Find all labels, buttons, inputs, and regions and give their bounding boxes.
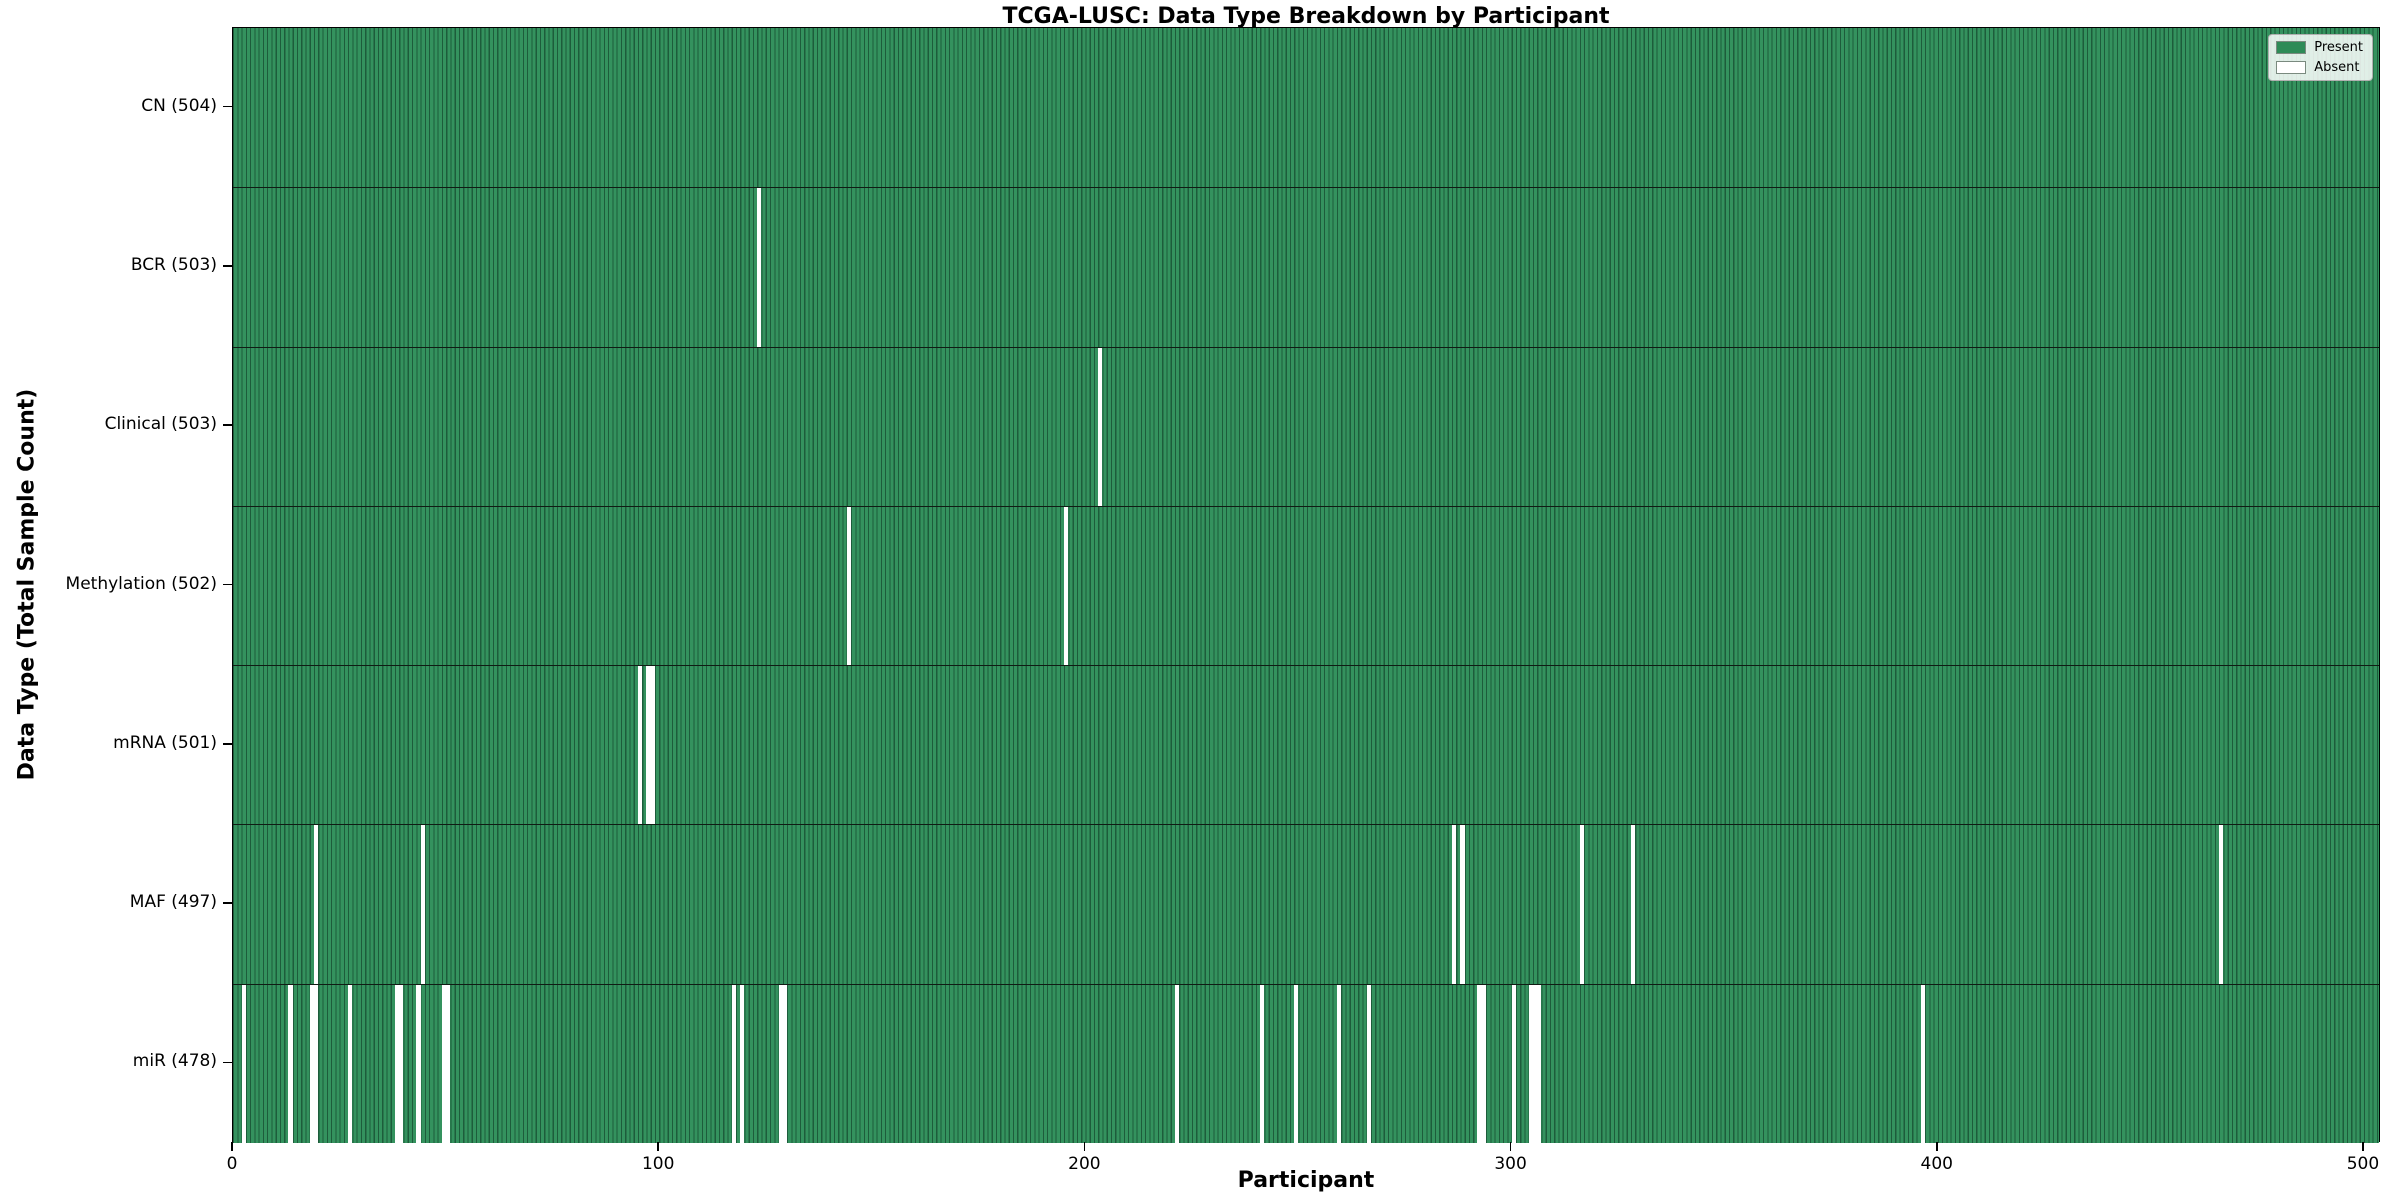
x-tick-mark xyxy=(1083,1142,1086,1151)
absent-gap xyxy=(650,666,655,825)
absent-gap xyxy=(740,984,745,1143)
row-mir xyxy=(233,983,2379,1143)
legend-label: Present xyxy=(2314,40,2363,55)
absent-gap xyxy=(1336,984,1342,1143)
y-tick-mark xyxy=(223,424,232,426)
absent-gap xyxy=(420,825,425,984)
x-tick-label: 100 xyxy=(641,1154,675,1174)
y-tick-label: MAF (497) xyxy=(129,892,217,913)
y-tick-label: CN (504) xyxy=(141,95,217,116)
absent-gap xyxy=(348,984,353,1143)
row-cn xyxy=(233,28,2379,188)
absent-gap xyxy=(394,984,400,1143)
y-tick-label: mRNA (501) xyxy=(113,732,217,753)
absent-gap xyxy=(757,188,762,347)
absent-gap xyxy=(1579,825,1584,984)
legend-entry-absent: Absent xyxy=(2276,60,2363,75)
absent-gap xyxy=(1260,984,1265,1143)
absent-gap xyxy=(1537,984,1542,1143)
y-tick-mark xyxy=(223,105,232,108)
absent-gap xyxy=(1920,984,1925,1143)
row-mrna xyxy=(233,665,2379,825)
y-tick-label: miR (478) xyxy=(132,1051,217,1072)
x-tick-label: 200 xyxy=(1068,1154,1101,1174)
absent-gap xyxy=(1451,825,1457,984)
row-clinical xyxy=(233,346,2379,506)
absent-gap xyxy=(313,984,319,1143)
absent-gap xyxy=(309,984,314,1143)
absent-gap xyxy=(846,506,851,666)
absent-gap xyxy=(2219,825,2224,984)
legend-swatch-absent xyxy=(2276,61,2307,74)
row-bcr xyxy=(233,187,2379,347)
absent-gap xyxy=(313,825,319,984)
x-tick-label: 300 xyxy=(1494,1154,1527,1174)
y-tick-mark xyxy=(223,742,232,745)
absent-gap xyxy=(1366,984,1371,1143)
absent-gap xyxy=(399,984,404,1143)
y-tick-label: Methylation (502) xyxy=(65,573,217,594)
absent-gap xyxy=(1532,984,1538,1143)
legend: Present Absent xyxy=(2268,34,2373,81)
y-tick-mark xyxy=(223,1061,232,1064)
y-tick-label: BCR (503) xyxy=(130,254,217,275)
absent-gap xyxy=(637,666,643,825)
legend-swatch-present xyxy=(2276,41,2307,54)
y-axis-label: Data Type (Total Sample Count) xyxy=(14,388,40,781)
absent-gap xyxy=(416,984,421,1143)
absent-gap xyxy=(446,984,451,1143)
x-tick-label: 400 xyxy=(1920,1154,1953,1174)
x-tick-label: 500 xyxy=(2346,1154,2380,1174)
absent-gap xyxy=(778,984,783,1143)
absent-gap xyxy=(1294,984,1299,1143)
plot-area: Present Absent xyxy=(232,27,2380,1143)
absent-gap xyxy=(1098,347,1103,506)
absent-gap xyxy=(646,666,651,825)
absent-gap xyxy=(782,984,788,1143)
y-tick-mark xyxy=(223,902,232,904)
y-tick-mark xyxy=(223,583,232,586)
row-methylation xyxy=(233,505,2379,666)
absent-gap xyxy=(1064,506,1069,666)
x-tick-mark xyxy=(1509,1142,1512,1151)
y-tick-mark xyxy=(223,265,232,267)
absent-gap xyxy=(1174,984,1180,1143)
absent-gap xyxy=(1481,984,1486,1143)
x-tick-mark xyxy=(231,1142,233,1151)
row-maf xyxy=(233,824,2379,984)
absent-gap xyxy=(241,984,246,1143)
absent-gap xyxy=(288,984,293,1143)
absent-gap xyxy=(1460,825,1465,984)
absent-gap xyxy=(1511,984,1516,1143)
absent-gap xyxy=(1528,984,1533,1143)
y-tick-label: Clinical (503) xyxy=(104,414,217,435)
x-tick-mark xyxy=(1935,1142,1938,1151)
x-tick-mark xyxy=(657,1142,659,1151)
absent-gap xyxy=(731,984,736,1143)
x-tick-mark xyxy=(2362,1142,2364,1151)
x-tick-label: 0 xyxy=(226,1154,238,1174)
absent-gap xyxy=(1630,825,1636,984)
legend-label: Absent xyxy=(2314,60,2360,75)
x-axis-label: Participant xyxy=(1237,1168,1375,1193)
y-axis-label-container: Data Type (Total Sample Count) xyxy=(10,27,44,1142)
absent-gap xyxy=(441,984,447,1143)
absent-gap xyxy=(1477,984,1482,1143)
chart-title: TCGA-LUSC: Data Type Breakdown by Partic… xyxy=(1002,4,1610,29)
legend-entry-present: Present xyxy=(2276,40,2363,55)
